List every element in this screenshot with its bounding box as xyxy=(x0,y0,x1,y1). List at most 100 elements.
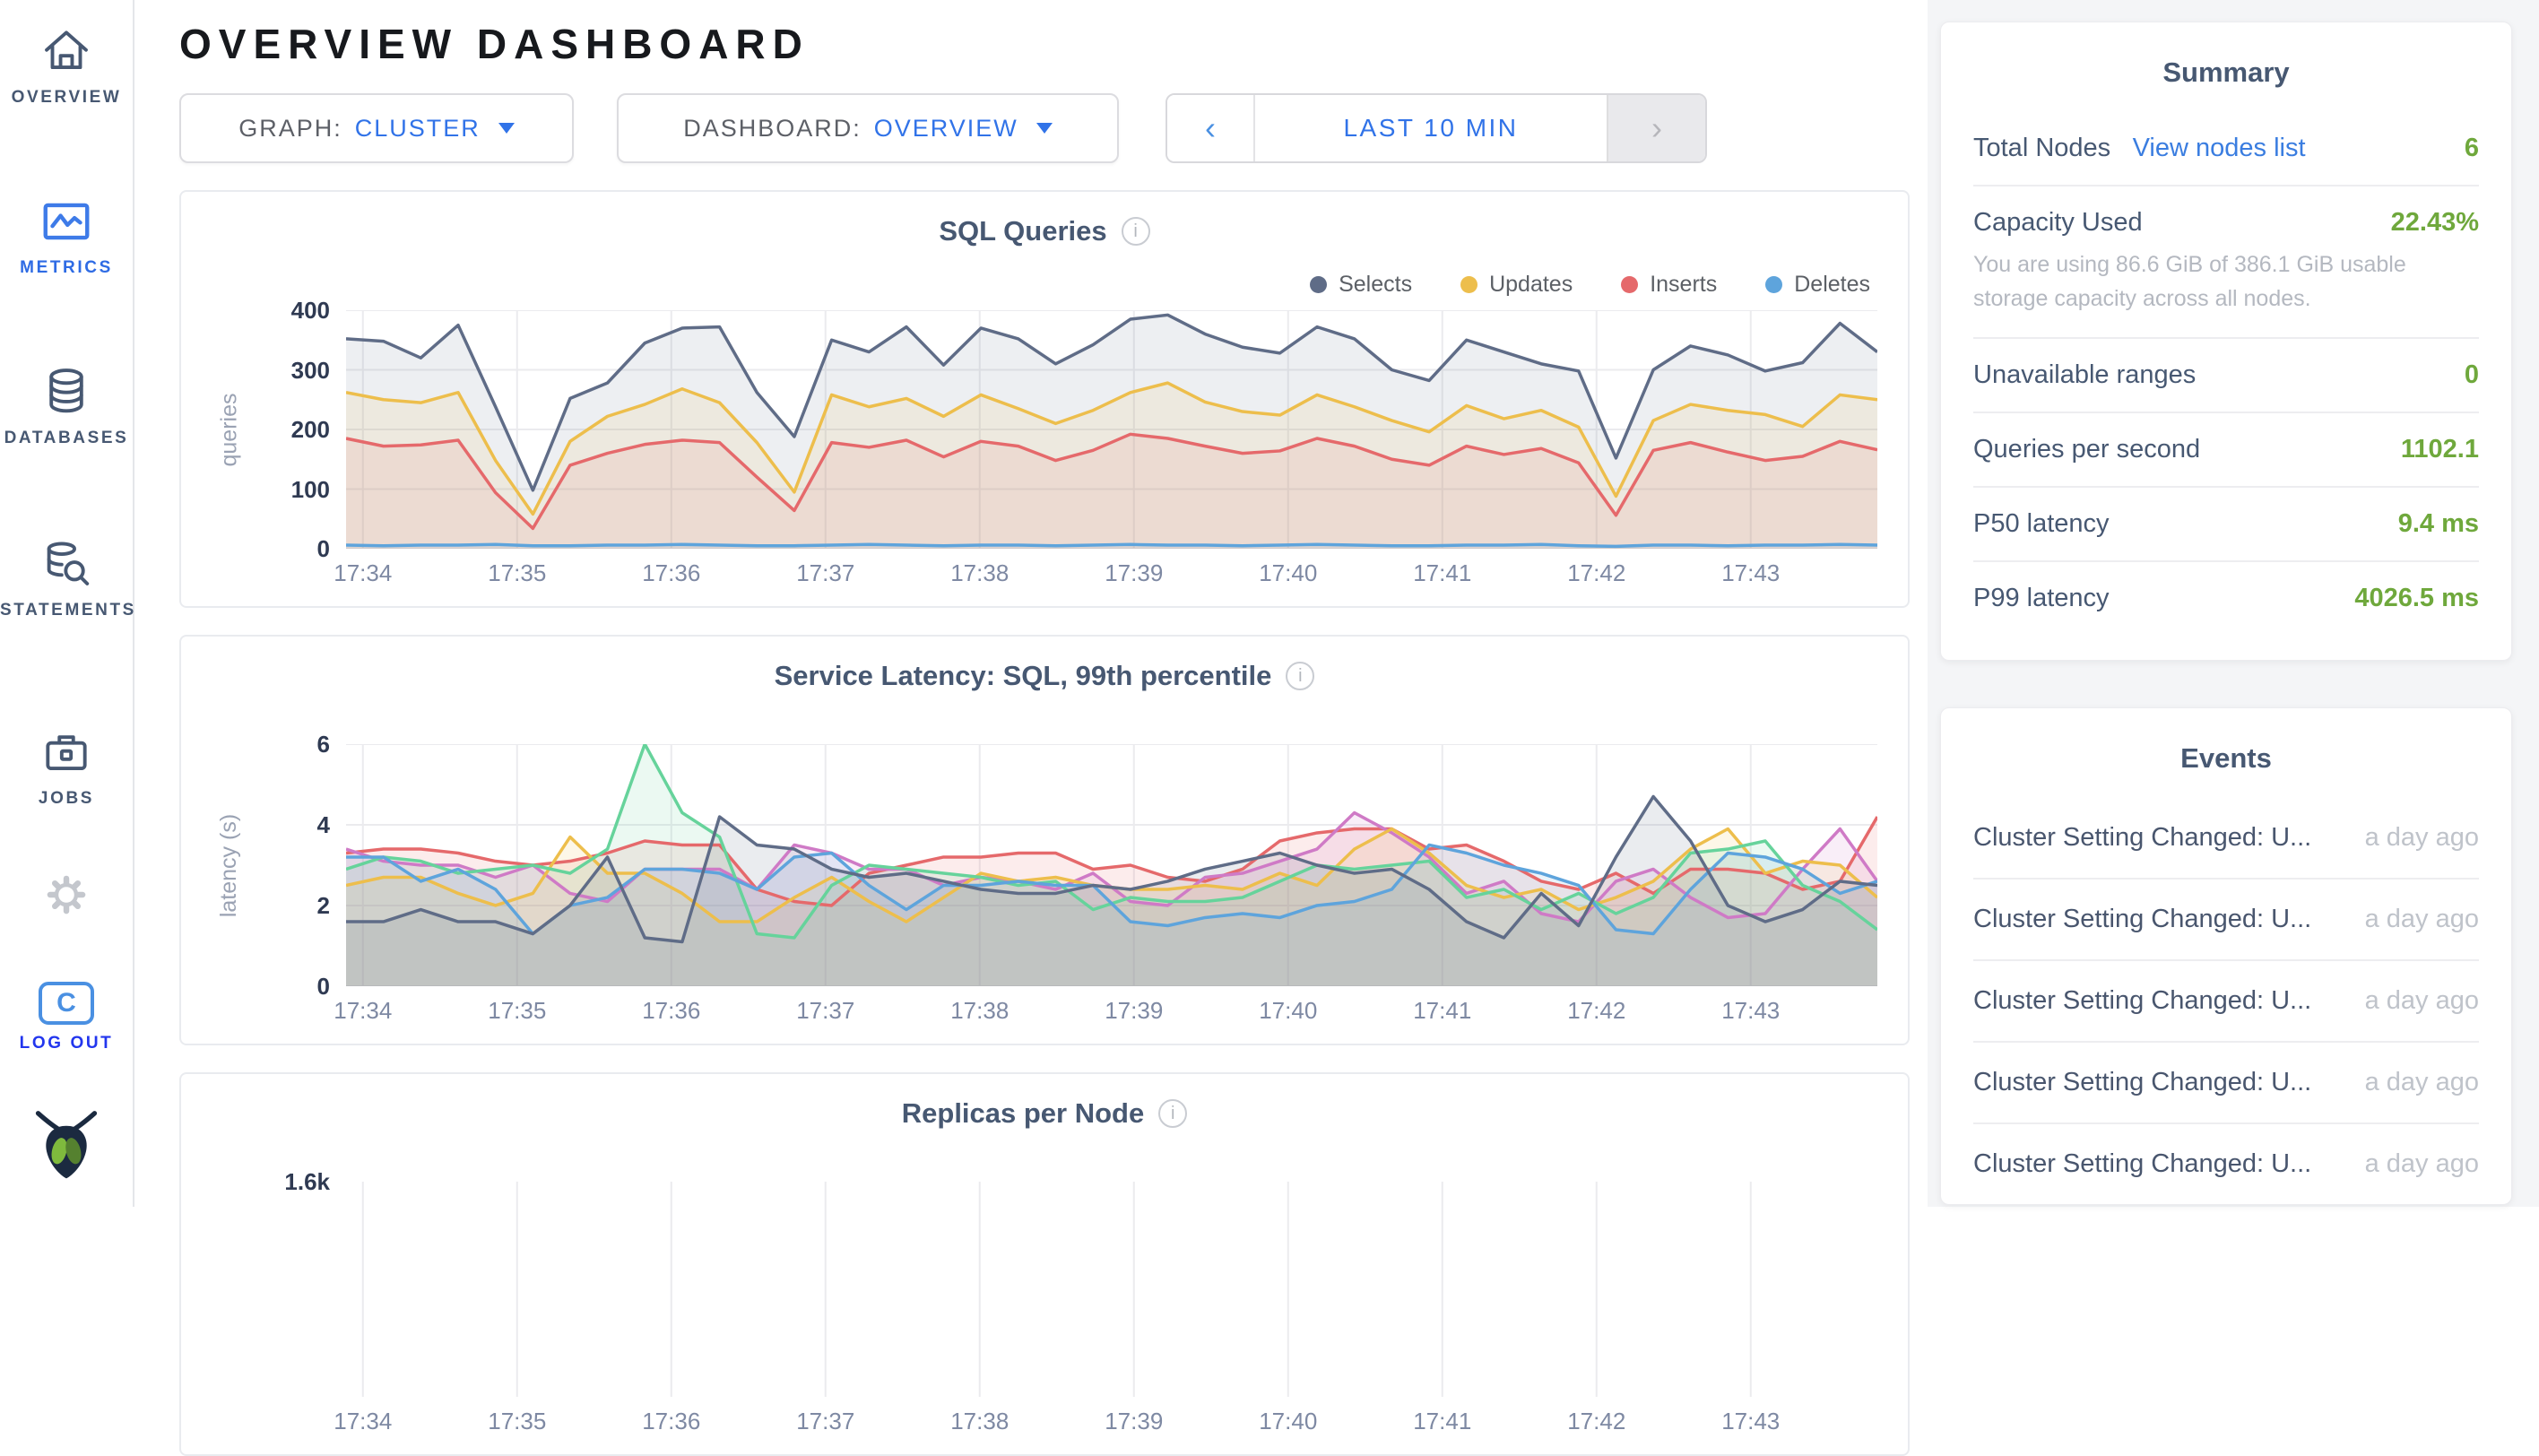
x-tick-label: 17:43 xyxy=(1721,559,1780,587)
total-nodes-label: Total Nodes xyxy=(1973,134,2110,162)
x-tick-label: 17:34 xyxy=(334,997,392,1025)
event-label: Cluster Setting Changed: U... xyxy=(1973,1068,2311,1097)
database-icon xyxy=(39,364,94,420)
summary-row-value: 9.4 ms xyxy=(2398,509,2479,539)
graph-dropdown[interactable]: GRAPH: CLUSTER xyxy=(179,93,574,163)
summary-row: P50 latency 9.4 ms xyxy=(1973,488,2479,562)
settings-gear-button[interactable] xyxy=(0,867,133,923)
summary-row-value: 0 xyxy=(2465,360,2479,390)
event-row: Cluster Setting Changed: U... a day ago xyxy=(1973,961,2479,1043)
events-title: Events xyxy=(1973,742,2479,775)
statements-search-icon xyxy=(39,536,94,592)
x-tick-label: 17:41 xyxy=(1413,997,1471,1025)
sidebar-item-overview[interactable]: OVERVIEW xyxy=(0,23,133,108)
y-axis: 1.6k xyxy=(212,1182,346,1397)
x-tick-label: 17:39 xyxy=(1105,997,1163,1025)
replicas-svg xyxy=(346,1182,1877,1397)
replicas-plot[interactable] xyxy=(346,1182,1877,1397)
legend-dot-icon xyxy=(1765,276,1782,293)
summary-row-label: P99 latency xyxy=(1973,584,2110,613)
y-tick-label: 0 xyxy=(317,537,330,560)
x-tick-label: 17:42 xyxy=(1567,1408,1625,1435)
event-label: Cluster Setting Changed: U... xyxy=(1973,1149,2311,1179)
x-tick-label: 17:37 xyxy=(796,559,854,587)
x-tick-label: 17:42 xyxy=(1567,997,1625,1025)
chart-title: Service Latency: SQL, 99th percentile xyxy=(775,660,1272,691)
y-tick-label: 4 xyxy=(317,813,330,836)
sidebar-item-databases[interactable]: DATABASES xyxy=(0,364,133,448)
x-tick-label: 17:39 xyxy=(1105,559,1163,587)
x-tick-label: 17:34 xyxy=(334,559,392,587)
info-icon[interactable]: i xyxy=(1286,662,1314,690)
dashboard-dropdown-value: OVERVIEW xyxy=(874,115,1018,143)
sql-queries-svg xyxy=(346,310,1877,549)
x-tick-label: 17:40 xyxy=(1259,1408,1317,1435)
event-label: Cluster Setting Changed: U... xyxy=(1973,823,2311,853)
info-glyph: i xyxy=(1298,666,1302,687)
graph-dropdown-value: CLUSTER xyxy=(355,115,481,143)
x-tick-label: 17:40 xyxy=(1259,559,1317,587)
event-time: a day ago xyxy=(2365,823,2479,853)
x-tick-label: 17:43 xyxy=(1721,997,1780,1025)
right-rail: Summary Total Nodes View nodes list 6 Ca… xyxy=(1928,0,2539,1207)
x-tick-label: 17:37 xyxy=(796,997,854,1025)
y-tick-label: 300 xyxy=(291,359,330,382)
summary-panel: Summary Total Nodes View nodes list 6 Ca… xyxy=(1940,22,2512,661)
y-tick-label: 1.6k xyxy=(284,1170,330,1193)
y-tick-label: 400 xyxy=(291,299,330,322)
events-panel: Events Cluster Setting Changed: U... a d… xyxy=(1940,707,2512,1205)
graph-dropdown-label: GRAPH: xyxy=(238,115,342,143)
legend-label: Selects xyxy=(1339,272,1412,298)
x-tick-label: 17:39 xyxy=(1105,1408,1163,1435)
legend-dot-icon xyxy=(1460,276,1477,293)
summary-row-total-nodes: Total Nodes View nodes list 6 xyxy=(1973,112,2479,186)
cockroach-logo[interactable] xyxy=(0,1105,133,1185)
view-nodes-list-link[interactable]: View nodes list xyxy=(2133,134,2306,162)
summary-row-label: Queries per second xyxy=(1973,435,2200,464)
sidebar-item-label: METRICS xyxy=(0,258,133,278)
c-glyph: C xyxy=(56,988,76,1018)
time-prev-button[interactable]: ‹ xyxy=(1167,95,1255,161)
y-tick-label: 2 xyxy=(317,894,330,917)
dashboard-dropdown-label: DASHBOARD: xyxy=(683,115,862,143)
y-tick-label: 6 xyxy=(317,732,330,756)
sql-queries-plot[interactable] xyxy=(346,310,1877,549)
chart-title-row: Service Latency: SQL, 99th percentile i xyxy=(212,660,1877,699)
summary-row-value: 1102.1 xyxy=(2401,435,2479,464)
event-row: Cluster Setting Changed: U... a day ago xyxy=(1973,1124,2479,1204)
legend-dot-icon xyxy=(1621,276,1638,293)
y-tick-label: 0 xyxy=(317,975,330,998)
x-tick-label: 17:37 xyxy=(796,1408,854,1435)
event-time: a day ago xyxy=(2365,1149,2479,1179)
event-row: Cluster Setting Changed: U... a day ago xyxy=(1973,1043,2479,1124)
info-glyph: i xyxy=(1133,221,1137,242)
dashboard-controls: GRAPH: CLUSTER DASHBOARD: OVERVIEW ‹ LAS… xyxy=(179,93,1928,163)
logout-button[interactable]: C LOG OUT xyxy=(0,982,133,1053)
x-tick-label: 17:42 xyxy=(1567,559,1625,587)
info-icon[interactable]: i xyxy=(1122,217,1150,246)
page-title: OVERVIEW DASHBOARD xyxy=(179,20,1928,68)
event-row: Cluster Setting Changed: U... a day ago xyxy=(1973,880,2479,961)
legend-label: Updates xyxy=(1489,272,1573,298)
dashboard-dropdown[interactable]: DASHBOARD: OVERVIEW xyxy=(617,93,1119,163)
x-tick-label: 17:36 xyxy=(642,1408,700,1435)
gear-icon xyxy=(39,867,94,923)
x-tick-label: 17:41 xyxy=(1413,1408,1471,1435)
info-icon[interactable]: i xyxy=(1158,1099,1187,1128)
sidebar-item-statements[interactable]: STATEMENTS xyxy=(0,536,133,620)
time-range-label[interactable]: LAST 10 MIN xyxy=(1255,95,1607,161)
sidebar-item-jobs[interactable]: JOBS xyxy=(0,724,133,809)
sidebar-item-metrics[interactable]: METRICS xyxy=(0,194,133,278)
time-next-button[interactable]: › xyxy=(1607,95,1705,161)
x-tick-label: 17:43 xyxy=(1721,1408,1780,1435)
capacity-used-label: Capacity Used xyxy=(1973,208,2143,238)
capacity-used-value: 22.43% xyxy=(2391,208,2479,238)
y-axis-title: queries xyxy=(217,393,243,466)
service-latency-plot[interactable] xyxy=(346,744,1877,986)
